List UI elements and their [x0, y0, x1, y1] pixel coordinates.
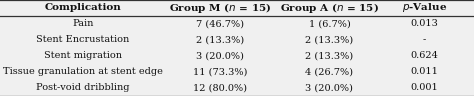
- Text: Post-void dribbling: Post-void dribbling: [36, 84, 130, 93]
- Text: 1 (6.7%): 1 (6.7%): [309, 19, 350, 29]
- Text: Pain: Pain: [72, 19, 94, 29]
- Text: 2 (13.3%): 2 (13.3%): [196, 36, 245, 45]
- Text: Stent migration: Stent migration: [44, 51, 122, 60]
- Text: 7 (46.7%): 7 (46.7%): [196, 19, 245, 29]
- Text: $\mathit{p}$-Value: $\mathit{p}$-Value: [401, 2, 447, 14]
- Text: Group A ($\mathit{n}$ = 15): Group A ($\mathit{n}$ = 15): [280, 1, 379, 15]
- Text: -: -: [423, 36, 426, 45]
- Text: Tissue granulation at stent edge: Tissue granulation at stent edge: [3, 67, 163, 77]
- Text: 0.624: 0.624: [410, 51, 438, 60]
- Text: 0.011: 0.011: [410, 67, 438, 77]
- Text: Group M ($\mathit{n}$ = 15): Group M ($\mathit{n}$ = 15): [169, 1, 272, 15]
- Text: 0.001: 0.001: [410, 84, 438, 93]
- Text: 2 (13.3%): 2 (13.3%): [305, 51, 354, 60]
- Text: Complication: Complication: [45, 3, 121, 12]
- Text: 2 (13.3%): 2 (13.3%): [305, 36, 354, 45]
- Text: 4 (26.7%): 4 (26.7%): [305, 67, 354, 77]
- Text: 3 (20.0%): 3 (20.0%): [196, 51, 245, 60]
- Text: 3 (20.0%): 3 (20.0%): [305, 84, 354, 93]
- Text: 0.013: 0.013: [410, 19, 438, 29]
- Text: 12 (80.0%): 12 (80.0%): [193, 84, 247, 93]
- Text: Stent Encrustation: Stent Encrustation: [36, 36, 129, 45]
- Text: 11 (73.3%): 11 (73.3%): [193, 67, 247, 77]
